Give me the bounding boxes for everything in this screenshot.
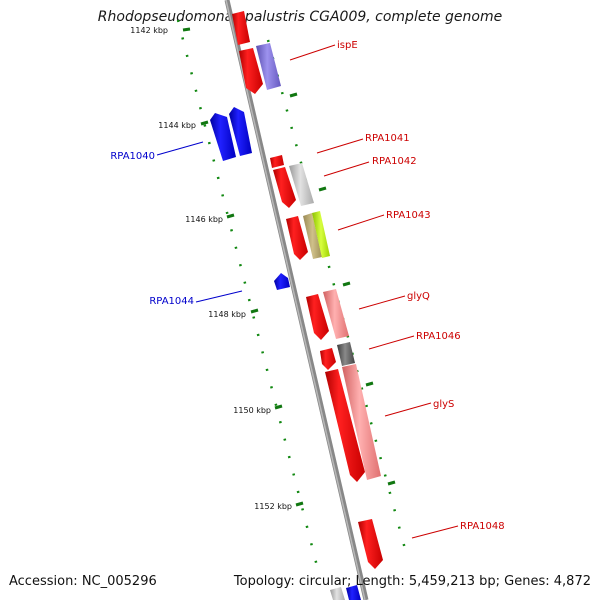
scale-tick	[295, 501, 304, 507]
cds-feature-glyS-a[interactable]	[325, 369, 365, 482]
scale-label-1144: 1144 kbp	[158, 121, 196, 130]
cds-feature-RPA1040a[interactable]	[210, 113, 236, 161]
scale-tick	[226, 213, 235, 219]
genome-backbone-highlight	[225, 0, 366, 600]
cds-feature-ispE[interactable]	[256, 43, 281, 90]
scale-tick	[342, 281, 351, 287]
scale-label-1150: 1150 kbp	[233, 406, 271, 415]
gene-label-RPA1048[interactable]: RPA1048	[460, 521, 505, 532]
scale-tick	[365, 381, 374, 387]
gene-label-RPA1041[interactable]: RPA1041	[365, 133, 410, 144]
scale-tick	[318, 186, 327, 192]
cds-feature-glyS[interactable]	[342, 364, 381, 480]
scale-tick	[200, 120, 209, 126]
genome-summary-text: Topology: circular; Length: 5,459,213 bp…	[233, 574, 591, 589]
cds-feature-RPA1043a[interactable]	[286, 216, 308, 260]
cds-feature-RPA1043b[interactable]	[303, 213, 322, 259]
cds-feature-RPA1046[interactable]	[337, 342, 355, 366]
gene-label-RPA1044[interactable]: RPA1044	[149, 296, 194, 307]
leader-glyQ	[358, 295, 406, 310]
map-title: Rhodopseudomonas palustris CGA009, compl…	[97, 9, 503, 25]
scale-label-1152: 1152 kbp	[254, 502, 292, 511]
leader-glyS	[384, 402, 432, 417]
cds-feature-glyQ[interactable]	[323, 289, 349, 339]
cds-feature[interactable]	[239, 48, 263, 94]
cds-feature-RPA1048[interactable]	[358, 519, 383, 569]
gene-label-RPA1046[interactable]: RPA1046	[416, 331, 461, 342]
leader-RPA1041	[316, 138, 364, 154]
leader-RPA1040	[156, 141, 204, 156]
cds-feature[interactable]	[270, 155, 284, 168]
scale-tick	[289, 92, 298, 98]
leader-RPA1042	[323, 161, 370, 177]
scale-label-1148: 1148 kbp	[208, 310, 246, 319]
scale-ticks	[182, 27, 396, 507]
scale-tick	[250, 308, 259, 314]
cds-feature-RPA1044[interactable]	[274, 273, 290, 290]
scale-tick	[387, 480, 396, 486]
leader-RPA1043	[337, 214, 385, 231]
gene-label-ispE[interactable]: ispE	[337, 40, 358, 51]
cds-feature-RPA1041[interactable]	[273, 167, 296, 208]
scale-tick	[274, 404, 283, 410]
leader-RPA1046	[368, 335, 415, 350]
gene-label-RPA1040[interactable]: RPA1040	[110, 151, 155, 162]
scale-label-1146: 1146 kbp	[185, 215, 223, 224]
gene-label-glyS[interactable]: glyS	[433, 399, 454, 410]
cds-feature-partial[interactable]	[346, 585, 361, 600]
genome-backbone	[224, 0, 369, 600]
leader-RPA1048	[411, 525, 459, 539]
cds-feature-RPA1042[interactable]	[289, 163, 314, 206]
cds-feature-glyQa[interactable]	[306, 294, 329, 340]
cds-feature-RPA1043c[interactable]	[312, 211, 330, 258]
leader-ispE	[289, 44, 336, 61]
scale-tick	[182, 27, 191, 32]
cds-feature[interactable]	[232, 11, 250, 45]
cds-feature-partial[interactable]	[330, 587, 345, 600]
gene-label-RPA1043[interactable]: RPA1043	[386, 210, 431, 221]
leader-RPA1044	[195, 290, 243, 303]
scale-label-1142: 1142 kbp	[130, 26, 168, 35]
cds-feature-RPA1046a[interactable]	[320, 348, 336, 370]
gene-label-RPA1042[interactable]: RPA1042	[372, 156, 417, 167]
accession-text: Accession: NC_005296	[9, 574, 157, 589]
cds-feature-RPA1040b[interactable]	[229, 107, 252, 156]
gene-label-glyQ[interactable]: glyQ	[407, 291, 430, 302]
